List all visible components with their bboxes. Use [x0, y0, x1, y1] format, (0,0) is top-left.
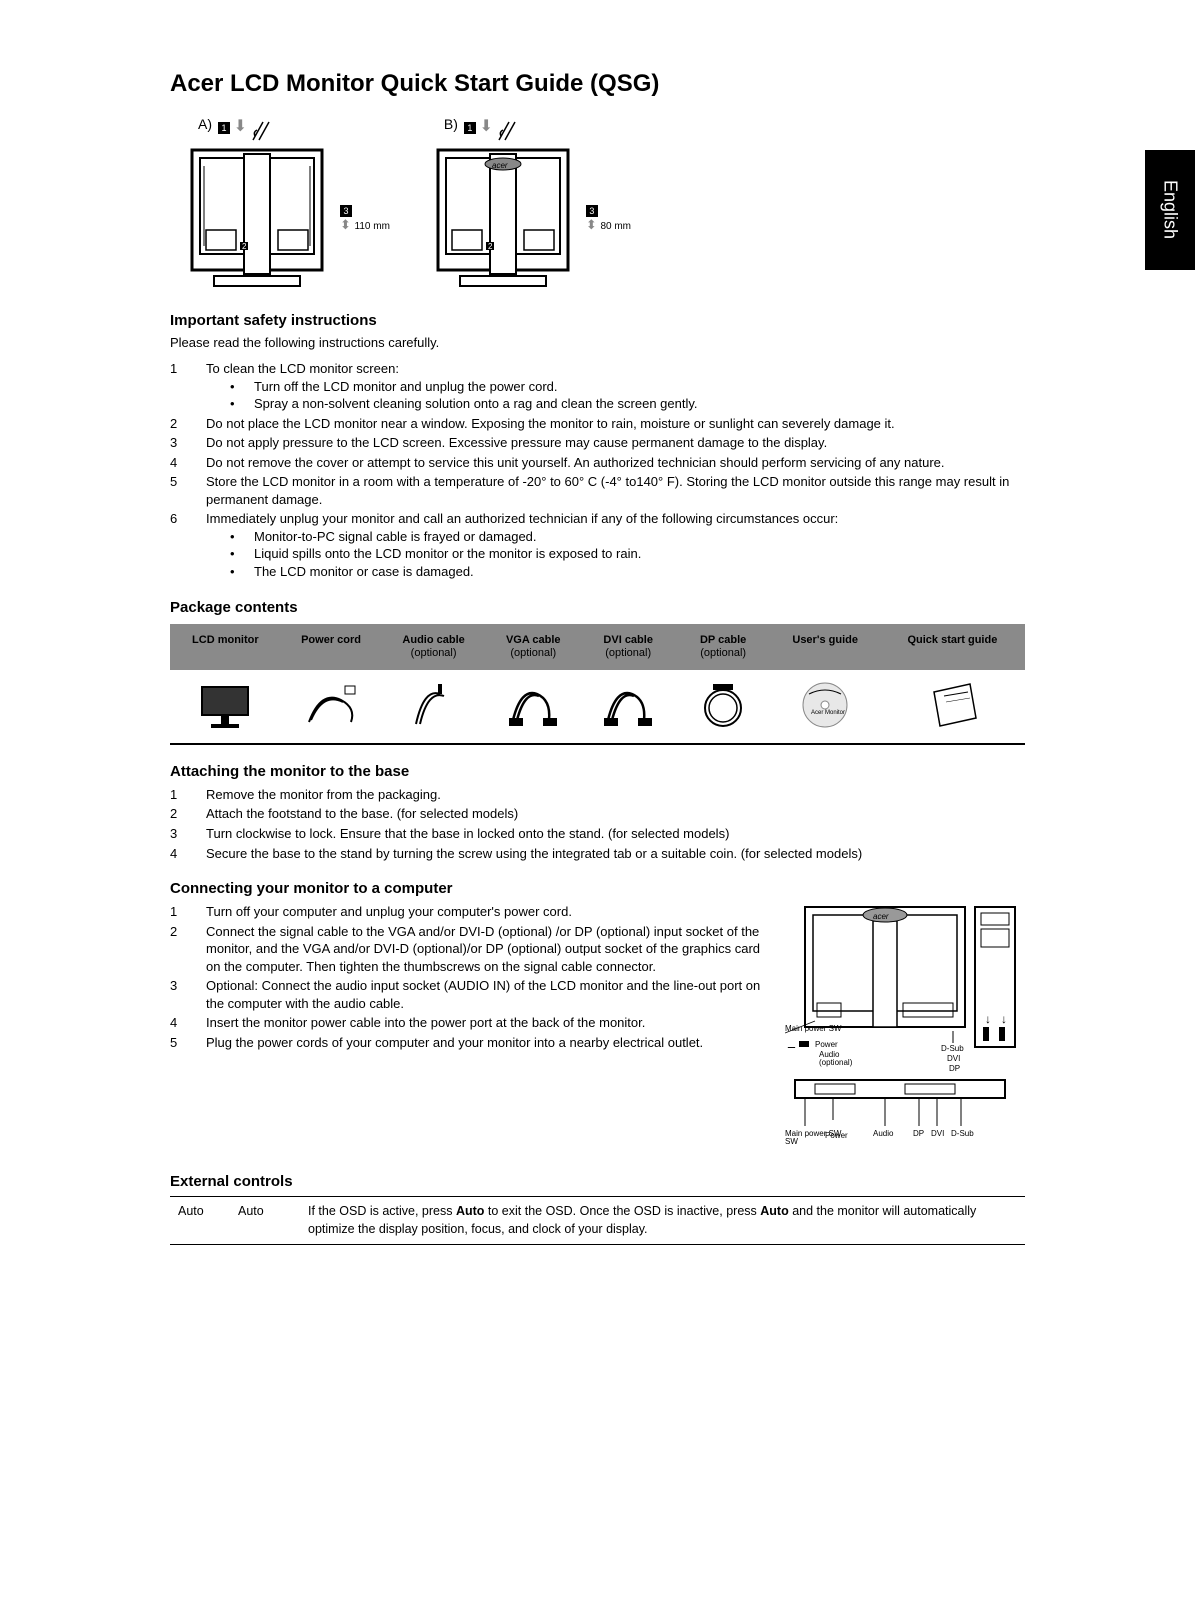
attaching-heading: Attaching the monitor to the base — [170, 763, 1025, 780]
package-body-row: Acer Monitor — [170, 670, 1025, 744]
svg-text:DVI: DVI — [947, 1054, 960, 1063]
list-item: 4Insert the monitor power cable into the… — [170, 1014, 765, 1032]
hand-icon — [497, 116, 529, 142]
pkg-dvi-icon — [581, 670, 676, 744]
updown-arrow-icon: ⬍ — [340, 217, 351, 232]
package-table: LCD monitorPower cordAudio cable(optiona… — [170, 624, 1025, 745]
svg-text:D-Sub: D-Sub — [951, 1129, 974, 1138]
svg-text:↓: ↓ — [985, 1012, 991, 1026]
pkg-power-icon — [281, 670, 382, 744]
list-item: 1Remove the monitor from the packaging. — [170, 786, 1025, 804]
down-arrow-icon: ⬇ — [480, 118, 493, 135]
safety-heading: Important safety instructions — [170, 312, 1025, 329]
diagram-a-dim: 110 mm — [355, 221, 390, 232]
connecting-list: 1Turn off your computer and unplug your … — [170, 903, 765, 1051]
svg-text:(optional): (optional) — [819, 1058, 853, 1067]
svg-text:acer: acer — [492, 161, 508, 170]
ext-col2: Auto — [230, 1197, 300, 1245]
table-header-cell: LCD monitor — [170, 624, 281, 670]
connecting-section: 1Turn off your computer and unplug your … — [170, 903, 1025, 1155]
svg-text:2: 2 — [488, 242, 493, 251]
list-item: 6Immediately unplug your monitor and cal… — [170, 510, 1025, 580]
table-header-cell: DVI cable(optional) — [581, 624, 676, 670]
list-item: 5Plug the power cords of your computer a… — [170, 1034, 765, 1052]
connection-diagram: acer Main power SW Power Audio (optional… — [785, 903, 1025, 1155]
diagram-b: B) 1 ⬇ 2 acer — [430, 116, 631, 292]
list-item: 2Connect the signal cable to the VGA and… — [170, 923, 765, 976]
connecting-heading: Connecting your monitor to a computer — [170, 880, 1025, 897]
pkg-guide-icon: Acer Monitor — [771, 670, 880, 744]
list-item: Spray a non-solvent cleaning solution on… — [226, 395, 1025, 413]
down-arrow-icon: ⬇ — [234, 118, 247, 135]
list-item: 1To clean the LCD monitor screen:Turn of… — [170, 360, 1025, 413]
table-header-cell: User's guide — [771, 624, 880, 670]
svg-text:SW: SW — [785, 1137, 798, 1146]
list-item: 3Turn clockwise to lock. Ensure that the… — [170, 825, 1025, 843]
safety-list: 1To clean the LCD monitor screen:Turn of… — [170, 360, 1025, 581]
hand-icon — [251, 116, 283, 142]
svg-text:D-Sub: D-Sub — [941, 1044, 964, 1053]
list-item: 4Secure the base to the stand by turning… — [170, 845, 1025, 863]
diagram-b-dim: 80 mm — [600, 221, 631, 232]
svg-text:⚊: ⚊ — [787, 1040, 796, 1051]
top-diagrams: A) 1 ⬇ 2 — [184, 116, 1025, 292]
pkg-lcd-icon — [170, 670, 281, 744]
pkg-qsg-icon — [880, 670, 1025, 744]
external-heading: External controls — [170, 1173, 1025, 1190]
list-item: 2Attach the footstand to the base. (for … — [170, 805, 1025, 823]
package-header-row: LCD monitorPower cordAudio cable(optiona… — [170, 624, 1025, 670]
callout-1: 1 — [218, 122, 230, 134]
svg-text:↓: ↓ — [1001, 1012, 1007, 1026]
pkg-dp-icon — [676, 670, 771, 744]
list-item: 3Do not apply pressure to the LCD screen… — [170, 434, 1025, 452]
ext-desc: If the OSD is active, press Auto to exit… — [300, 1197, 1025, 1245]
table-row: Auto Auto If the OSD is active, press Au… — [170, 1197, 1025, 1245]
connection-diagram-bottom: Main power SW SW Power Audio DP DVI D-Su… — [785, 1076, 1025, 1152]
callout-1-b: 1 — [464, 122, 476, 134]
svg-text:acer: acer — [873, 912, 889, 921]
monitor-back-a: 2 — [184, 142, 334, 292]
safety-intro: Please read the following instructions c… — [170, 335, 1025, 350]
svg-text:Power: Power — [825, 1131, 848, 1140]
list-item: Monitor-to-PC signal cable is frayed or … — [226, 528, 1025, 546]
list-item: 3Optional: Connect the audio input socke… — [170, 977, 765, 1012]
table-header-cell: DP cable(optional) — [676, 624, 771, 670]
ext-col1: Auto — [170, 1197, 230, 1245]
attaching-list: 1Remove the monitor from the packaging.2… — [170, 786, 1025, 862]
page-title: Acer LCD Monitor Quick Start Guide (QSG) — [170, 70, 1025, 98]
package-heading: Package contents — [170, 599, 1025, 616]
svg-text:Power: Power — [815, 1040, 838, 1049]
table-header-cell: Audio cable(optional) — [381, 624, 485, 670]
diagram-b-label: B) — [444, 116, 458, 132]
connection-diagram-top: acer Main power SW Power Audio (optional… — [785, 903, 1025, 1073]
svg-text:2: 2 — [242, 242, 247, 251]
table-header-cell: VGA cable(optional) — [486, 624, 581, 670]
svg-text:Audio: Audio — [873, 1129, 894, 1138]
pkg-audio-icon — [381, 670, 485, 744]
table-header-cell: Power cord — [281, 624, 382, 670]
svg-text:Acer Monitor: Acer Monitor — [811, 710, 845, 716]
svg-text:DVI: DVI — [931, 1129, 944, 1138]
pkg-vga-icon — [486, 670, 581, 744]
svg-text:DP: DP — [949, 1064, 960, 1073]
callout-3-a: 3 — [340, 205, 352, 217]
list-item: 1Turn off your computer and unplug your … — [170, 903, 765, 921]
table-header-cell: Quick start guide — [880, 624, 1025, 670]
diagram-a: A) 1 ⬇ 2 — [184, 116, 390, 292]
external-controls-table: Auto Auto If the OSD is active, press Au… — [170, 1196, 1025, 1245]
diagram-a-label: A) — [198, 116, 212, 132]
list-item: 4Do not remove the cover or attempt to s… — [170, 454, 1025, 472]
list-item: 2Do not place the LCD monitor near a win… — [170, 415, 1025, 433]
monitor-back-b: 2 acer — [430, 142, 580, 292]
svg-text:Main power SW: Main power SW — [785, 1024, 842, 1033]
list-item: The LCD monitor or case is damaged. — [226, 563, 1025, 581]
page-content: Acer LCD Monitor Quick Start Guide (QSG)… — [0, 0, 1195, 1305]
updown-arrow-icon: ⬍ — [586, 217, 597, 232]
svg-text:DP: DP — [913, 1129, 924, 1138]
list-item: Turn off the LCD monitor and unplug the … — [226, 378, 1025, 396]
callout-3-b: 3 — [586, 205, 598, 217]
list-item: Liquid spills onto the LCD monitor or th… — [226, 545, 1025, 563]
list-item: 5Store the LCD monitor in a room with a … — [170, 473, 1025, 508]
